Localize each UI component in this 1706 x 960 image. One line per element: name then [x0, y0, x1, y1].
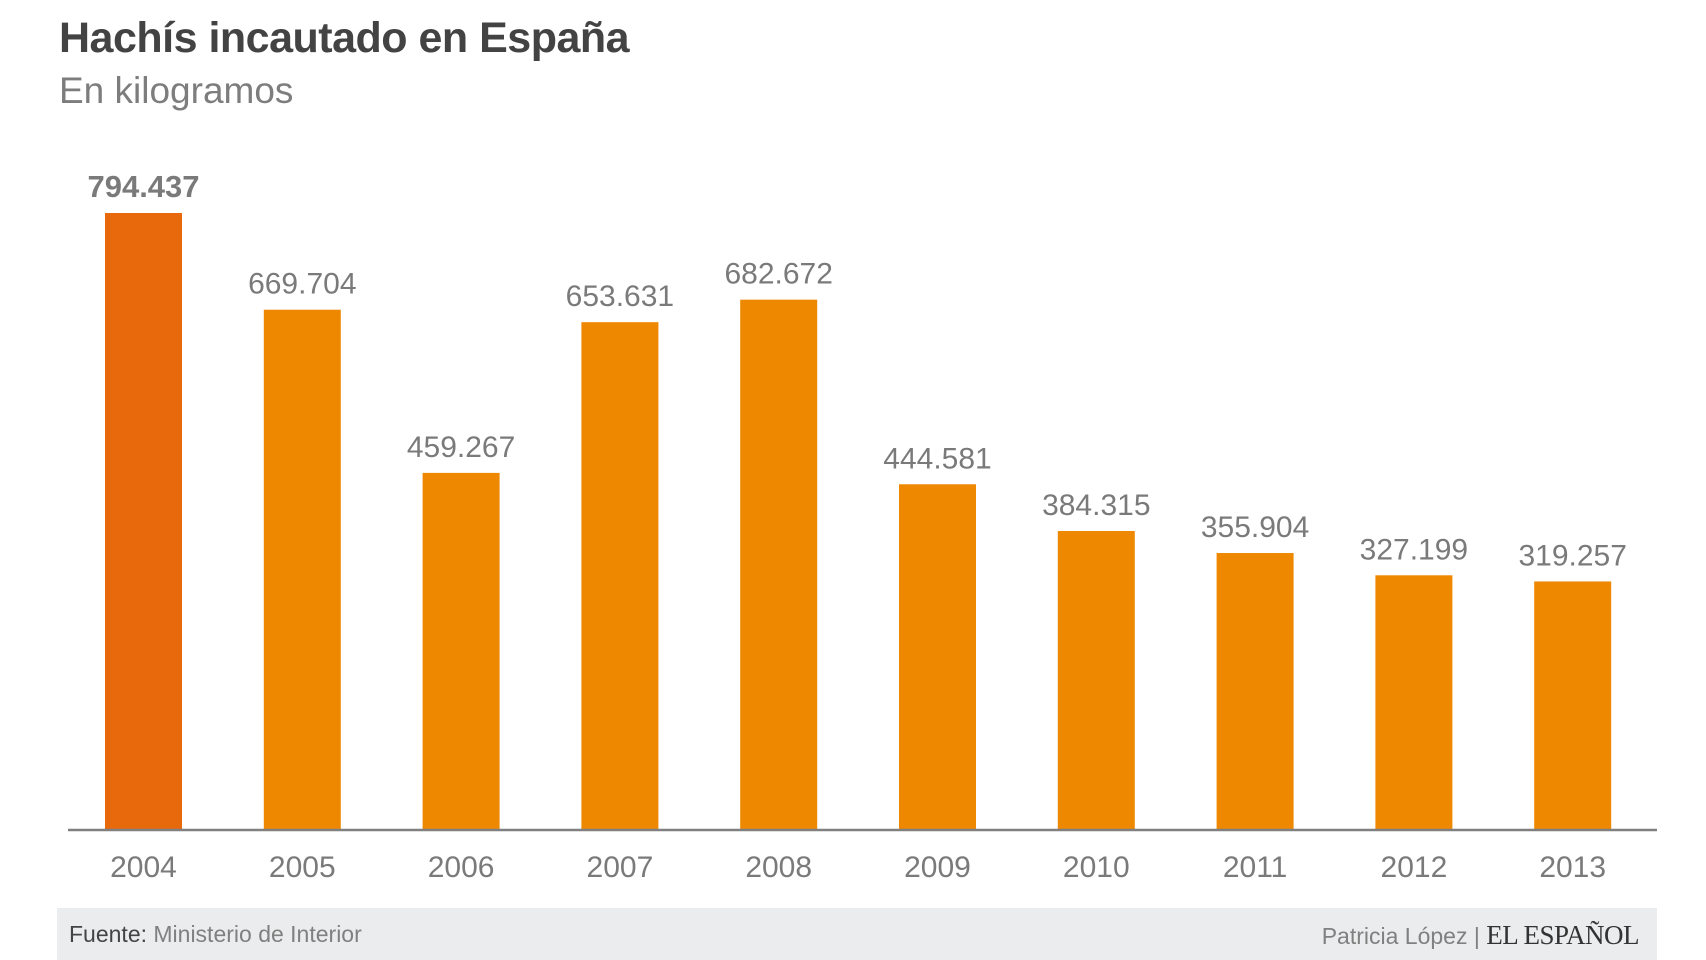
source-value: Ministerio de Interior	[153, 921, 362, 947]
bar-2013	[1534, 581, 1612, 829]
bar-2005	[263, 309, 341, 830]
chart-title: Hachís incautado en España	[59, 14, 630, 62]
credit: Patricia López | EL ESPAÑOL	[1321, 920, 1640, 951]
value-label: 682.672	[724, 258, 832, 291]
x-tick-label: 2006	[428, 851, 495, 884]
value-label: 327.199	[1360, 533, 1468, 566]
value-label: 384.315	[1042, 489, 1150, 522]
source: Fuente: Ministerio de Interior	[69, 921, 362, 948]
x-tick-label: 2007	[587, 851, 654, 884]
x-tick-label: 2010	[1063, 851, 1130, 884]
x-tick-label: 2004	[110, 851, 177, 884]
bar-2010	[1057, 531, 1135, 829]
bar-2008	[740, 299, 818, 829]
x-tick-label: 2011	[1223, 851, 1288, 884]
chart-subtitle: En kilogramos	[59, 70, 294, 111]
value-label: 355.904	[1201, 511, 1309, 544]
bar-2009	[899, 484, 976, 829]
value-label: 653.631	[566, 280, 674, 313]
value-label: 669.704	[248, 268, 356, 301]
x-tick-label: 2009	[904, 851, 971, 884]
value-label: 319.257	[1518, 539, 1626, 572]
x-tick-label: 2008	[745, 851, 812, 884]
bar-2011	[1216, 553, 1294, 829]
bar-2007	[581, 322, 659, 829]
source-label: Fuente:	[69, 921, 147, 947]
value-label: 444.581	[883, 442, 991, 475]
value-label: 459.267	[407, 431, 515, 464]
x-tick-label: 2013	[1539, 851, 1606, 884]
bar-2004	[105, 213, 182, 829]
value-label: 794.437	[87, 169, 199, 204]
bar-2012	[1375, 575, 1453, 829]
brand-logo: EL ESPAÑOL	[1486, 920, 1639, 950]
x-tick-label: 2005	[269, 851, 336, 884]
x-tick-label: 2012	[1381, 851, 1448, 884]
footer: Fuente: Ministerio de Interior Patricia …	[57, 908, 1657, 960]
bar-2006	[422, 472, 500, 829]
author: Patricia López |	[1321, 923, 1480, 949]
